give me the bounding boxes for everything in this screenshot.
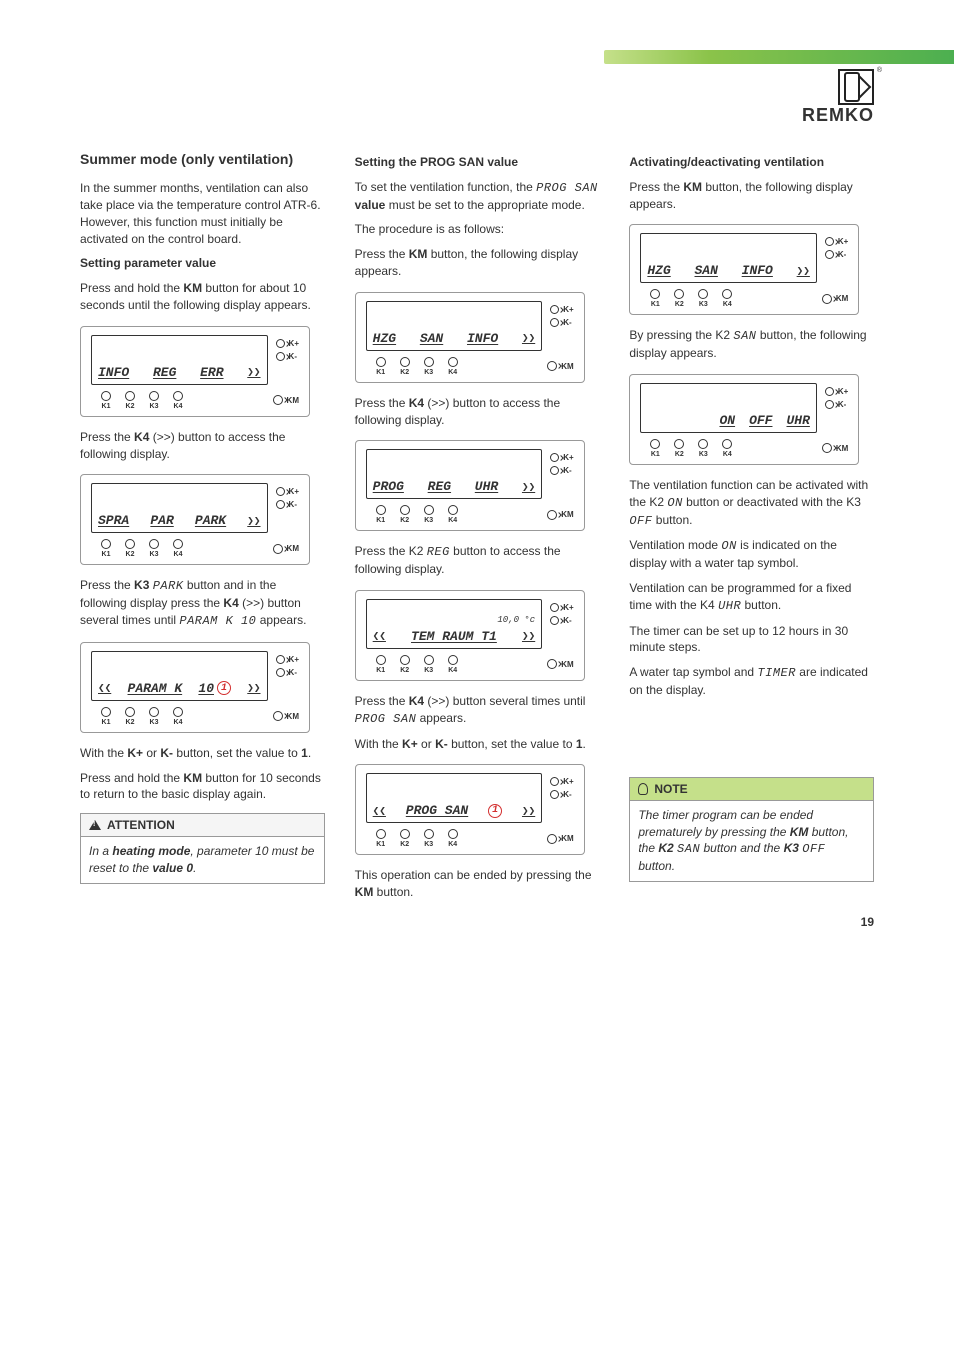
para: The timer can be set up to 12 hours in 3…	[629, 623, 874, 657]
brand-logo: ®	[838, 69, 874, 105]
intro-text: In the summer months, ventilation can al…	[80, 180, 325, 247]
display-panel-3: ❮❮ PARAM K 101 ❯❯ K+ K- K1 K2	[80, 642, 310, 733]
para: Ventilation mode ON is indicated on the …	[629, 537, 874, 572]
brand-name: REMKO	[802, 105, 874, 126]
para: Press the KM button, the following displ…	[355, 246, 600, 280]
para: Press the K4 (>>) button to access the f…	[355, 395, 600, 429]
display-panel-6: 10,0 °c ❮❮ TEM RAUM T1 ❯❯ K+ K- K1	[355, 590, 585, 681]
column-2: Setting the PROG SAN value To set the ve…	[355, 150, 600, 909]
page-number: 19	[861, 915, 874, 929]
para: To set the ventilation function, the PRO…	[355, 179, 600, 214]
display-panel-4: HZG SAN INFO ❯❯ K+ K- K1 K2	[355, 292, 585, 383]
display-panel-2: SPRA PAR PARK ❯❯ K+ K- K1 K2	[80, 474, 310, 565]
logo-mark: ®	[838, 69, 874, 105]
para: Press the K4 (>>) button several times u…	[355, 693, 600, 728]
section-title: Summer mode (only ventilation)	[80, 150, 325, 168]
subhead-prog-san: Setting the PROG SAN value	[355, 154, 600, 171]
para: Press and hold the KM button for about 1…	[80, 280, 325, 314]
para: Press the K4 (>>) button to access the f…	[80, 429, 325, 463]
bulb-icon	[638, 783, 648, 795]
subhead-setting-param: Setting parameter value	[80, 255, 325, 272]
para: Ventilation can be programmed for a fixe…	[629, 580, 874, 615]
para: This operation can be ended by pressing …	[355, 867, 600, 901]
header-logo-area: ® REMKO	[604, 50, 874, 126]
display-panel-8: HZG SAN INFO ❯❯ K+ K- K1 K2	[629, 224, 859, 315]
display-panel-7: ❮❮ PROG SAN 1 ❯❯ K+ K- K1 K2	[355, 764, 585, 855]
para: Press and hold the KM button for 10 seco…	[80, 770, 325, 804]
attention-callout: ATTENTION In a heating mode, parameter 1…	[80, 813, 325, 884]
display-panel-5: PROG REG UHR ❯❯ K+ K- K1 K2	[355, 440, 585, 531]
para: With the K+ or K- button, set the value …	[355, 736, 600, 753]
subhead-activating: Activating/deactivating ventilation	[629, 154, 874, 171]
para: Press the K2 REG button to access the fo…	[355, 543, 600, 578]
note-callout: NOTE The timer program can be ended prem…	[629, 777, 874, 882]
column-1: Summer mode (only ventilation) In the su…	[80, 150, 325, 909]
para: Press the KM button, the following displ…	[629, 179, 874, 213]
para: With the K+ or K- button, set the value …	[80, 745, 325, 762]
para: Press the K3 PARK button and in the foll…	[80, 577, 325, 629]
para: The ventilation function can be activate…	[629, 477, 874, 529]
para: By pressing the K2 SAN button, the follo…	[629, 327, 874, 362]
para: The procedure is as follows:	[355, 221, 600, 238]
warning-icon	[89, 820, 101, 830]
display-panel-9: ON OFF UHR K+ K- K1 K2 K3	[629, 374, 859, 465]
green-stripe	[604, 50, 954, 64]
display-panel-1: INFO REG ERR ❯❯ K+ K- K1 K2	[80, 326, 310, 417]
column-3: Activating/deactivating ventilation Pres…	[629, 150, 874, 909]
para: A water tap symbol and TIMER are indicat…	[629, 664, 874, 699]
